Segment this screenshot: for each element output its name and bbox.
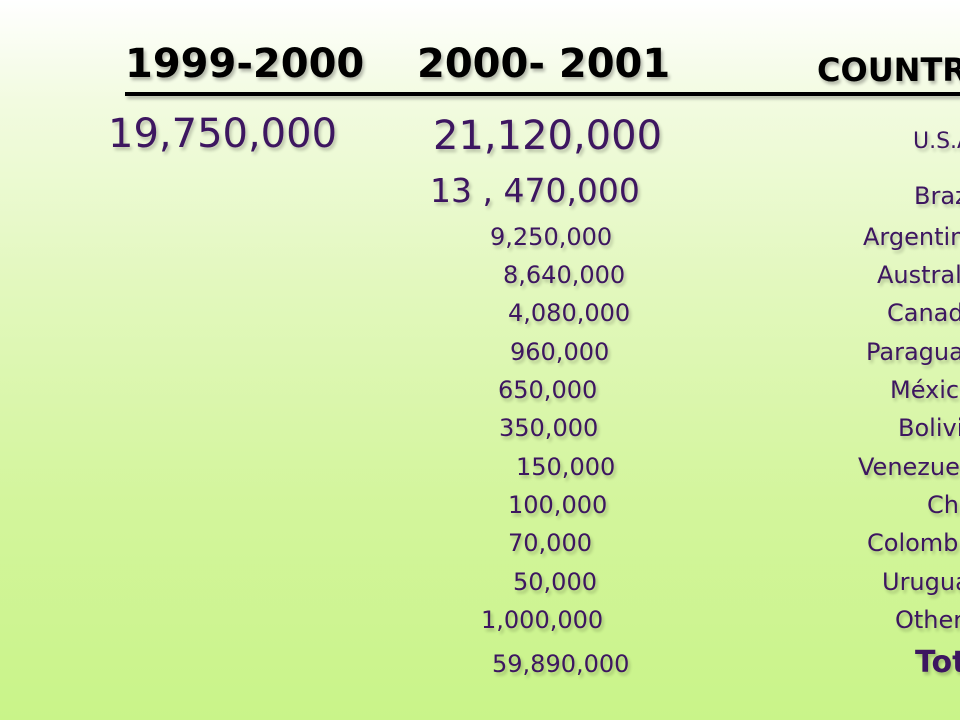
country-others: Others (895, 606, 960, 634)
value-1999-usa: 19,750,000 (108, 111, 338, 157)
value-2000-uruguay: 50,000 (513, 568, 597, 596)
value-2000-mexico: 650,000 (498, 376, 598, 404)
value-2000-canada: 4,080,000 (508, 299, 631, 327)
value-2000-paraguay: 960,000 (510, 338, 610, 366)
country-venezuela: Venezuela (858, 453, 960, 481)
country-australia: Australia (877, 261, 960, 289)
country-usa: U.S.A. (913, 129, 960, 154)
header-underline (125, 92, 960, 96)
country-uruguay: Uruguay (882, 568, 960, 596)
value-2000-china: 100,000 (508, 491, 608, 519)
value-2000-australia: 8,640,000 (503, 261, 626, 289)
country-paraguay: Paraguay (866, 338, 960, 366)
value-2000-colombia: 70,000 (508, 529, 592, 557)
country-brazil: Brazil (914, 182, 960, 210)
country-canada: Canada (887, 299, 960, 327)
country-colombia: Colombia (867, 529, 960, 557)
country-total: Total (915, 645, 960, 680)
country-mexico: México (890, 376, 960, 404)
value-2000-brazil: 13 , 470,000 (430, 171, 640, 210)
value-2000-usa: 21,120,000 (433, 113, 663, 159)
value-2000-others: 1,000,000 (481, 606, 604, 634)
country-bolivia: Bolivia (898, 414, 960, 442)
value-2000-venezuela: 150,000 (516, 453, 616, 481)
country-argentina: Argentina (863, 223, 960, 251)
value-2000-argentina: 9,250,000 (490, 223, 613, 251)
country-china: China (927, 491, 960, 519)
value-2000-total: 59,890,000 (492, 650, 630, 678)
value-2000-bolivia: 350,000 (499, 414, 599, 442)
header-country: COUNTRY (817, 51, 960, 89)
header-2000-2001: 2000- 2001 (417, 41, 671, 87)
header-1999-2000: 1999-2000 (125, 41, 365, 87)
